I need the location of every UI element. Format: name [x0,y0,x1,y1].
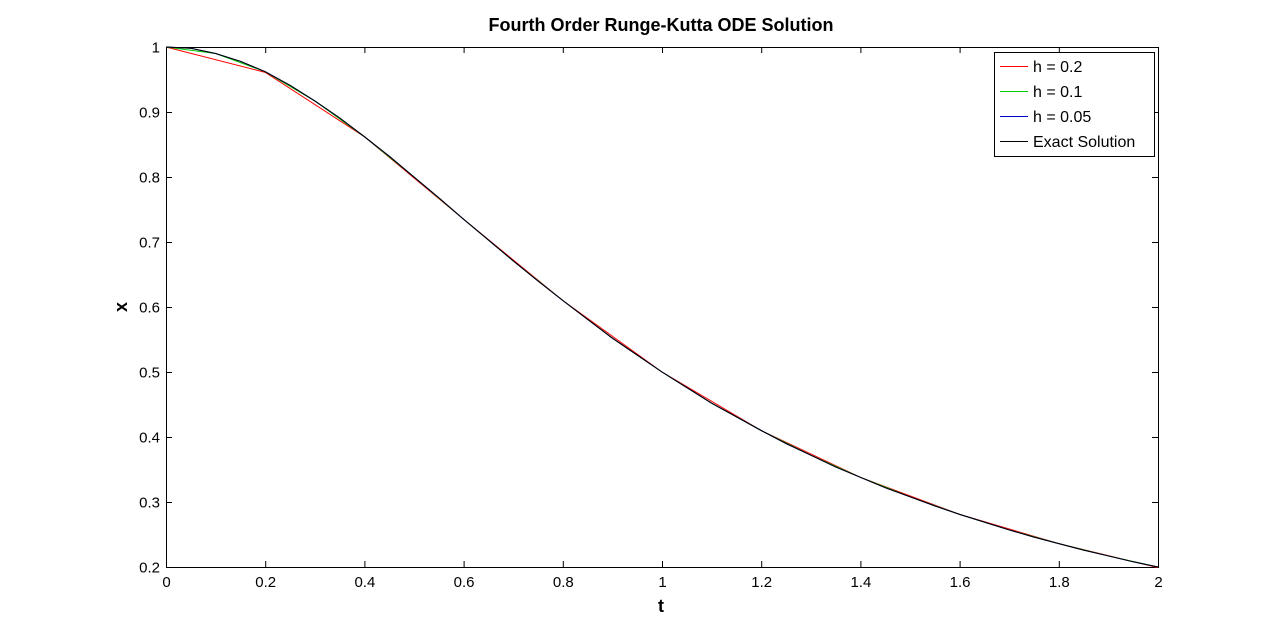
x-tick-label: 0 [162,574,170,591]
y-tick-label: 0.4 [139,430,160,447]
y-tick-label: 0.7 [139,235,160,252]
x-axis: 0 0.2 0.4 0.6 0.8 1 1.2 1.4 1.6 1.8 2 [162,47,1163,591]
x-tick-label: 1.8 [1049,574,1070,591]
y-axis: 0.2 0.3 0.4 0.5 0.6 0.7 0.8 0.9 1 [139,40,1158,577]
x-tick-label: 1.4 [850,574,871,591]
x-tick-label: 0.8 [553,574,574,591]
legend-label: h = 0.1 [1033,84,1082,101]
legend: h = 0.2 h = 0.1 h = 0.05 Exact Solution [994,52,1155,157]
chart-title: Fourth Order Runge-Kutta ODE Solution [489,15,834,35]
y-axis-label: x [111,302,131,312]
x-tick-label: 0.4 [354,574,375,591]
y-tick-label: 1 [152,40,160,57]
x-tick-label: 1.6 [950,574,971,591]
y-tick-label: 0.8 [139,170,160,187]
series-layer [165,46,1159,569]
series-line-3 [165,46,1159,568]
plot-area [166,47,1159,568]
y-tick-label: 0.6 [139,300,160,317]
legend-box [994,52,1155,157]
x-tick-label: 1 [658,574,666,591]
y-tick-label: 0.5 [139,365,160,382]
legend-label: h = 0.05 [1033,109,1091,126]
x-tick-label: 2 [1154,574,1162,591]
x-tick-label: 0.2 [255,574,276,591]
y-tick-label: 0.2 [139,560,160,577]
y-tick-label: 0.3 [139,495,160,512]
legend-label: h = 0.2 [1033,59,1082,76]
y-tick-label: 0.9 [139,105,160,122]
legend-label: Exact Solution [1033,134,1135,151]
x-tick-label: 1.2 [751,574,772,591]
x-tick-label: 0.6 [454,574,475,591]
x-axis-label: t [658,596,664,616]
